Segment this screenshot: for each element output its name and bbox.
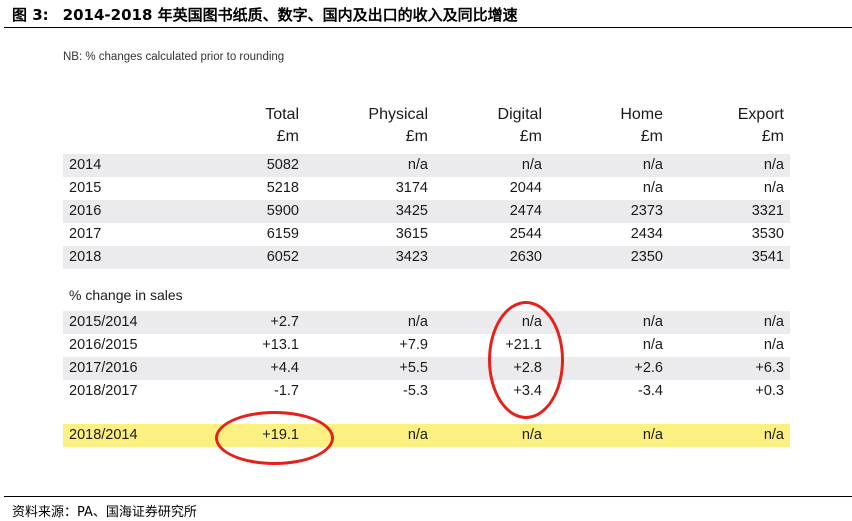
col-header-physical: Physical £m (368, 106, 428, 145)
table-row: 2014 5082 n/a n/a n/a n/a (63, 154, 790, 177)
bottom-rule (4, 496, 852, 497)
table-row: 2018 6052 3423 2630 2350 3541 (63, 246, 790, 269)
total-annotation-circle (215, 411, 334, 465)
table-row: 2018/2017 -1.7 -5.3 +3.4 -3.4 +0.3 (69, 383, 784, 399)
change-section-label: % change in sales (69, 287, 183, 303)
sales-table: 2014 5082 n/a n/a n/a n/a 2015 5218 3174… (63, 154, 790, 269)
table-row: 2016/2015 +13.1 +7.9 +21.1 n/a n/a (69, 337, 784, 353)
figure-title-text: 2014-2018 年英国图书纸质、数字、国内及出口的收入及同比增速 (62, 6, 518, 24)
top-rule (4, 27, 852, 28)
col-header-total: Total £m (265, 106, 299, 145)
rounding-note: NB: % changes calculated prior to roundi… (63, 51, 285, 63)
highlight-table: 2018/2014 +19.1 n/a n/a n/a n/a (63, 424, 790, 447)
table-row: 2017 6159 3615 2544 2434 3530 (69, 226, 784, 242)
source-note: 资料来源：PA、国海证券研究所 (12, 505, 197, 520)
table-header: Total £m Physical £m Digital £m Home £m Expo… (63, 104, 790, 150)
col-header-export: Export £m (737, 106, 784, 145)
figure-title: 图 3: 2014-2018 年英国图书纸质、数字、国内及出口的收入及同比增速 (12, 4, 518, 25)
digital-annotation-circle (488, 301, 564, 419)
table-row: 2015 5218 3174 2044 n/a n/a (69, 180, 784, 196)
table-row: 2017/2016 +4.4 +5.5 +2.8 +2.6 +6.3 (63, 357, 790, 380)
figure-number: 图 3: (12, 6, 49, 24)
highlight-row: 2018/2014 +19.1 n/a n/a n/a n/a (63, 424, 790, 447)
col-header-home: Home £m (620, 106, 663, 145)
table-row: 2016 5900 3425 2474 2373 3321 (63, 200, 790, 223)
change-table: 2015/2014 +2.7 n/a n/a n/a n/a 2016/2015… (63, 311, 790, 403)
table-row: 2015/2014 +2.7 n/a n/a n/a n/a (63, 311, 790, 334)
col-header-digital: Digital £m (497, 106, 542, 145)
